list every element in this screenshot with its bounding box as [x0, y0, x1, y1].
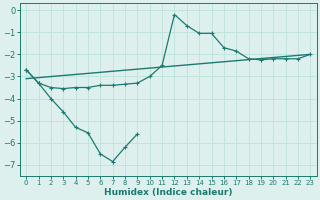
X-axis label: Humidex (Indice chaleur): Humidex (Indice chaleur) — [104, 188, 233, 197]
